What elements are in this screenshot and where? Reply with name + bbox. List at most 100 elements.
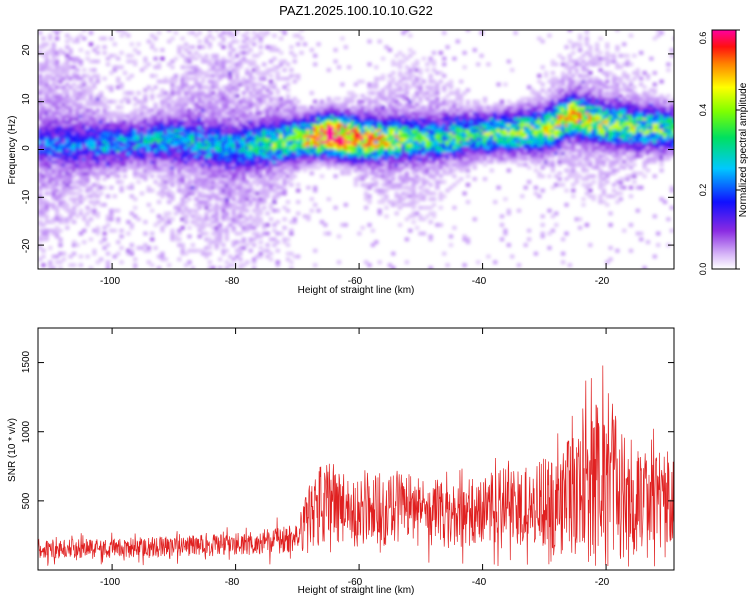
heatmap-cell [126, 231, 131, 236]
heatmap-cell [425, 157, 430, 161]
heatmap-cell [180, 85, 185, 90]
heatmap-cell [109, 228, 114, 233]
heatmap-cell [343, 131, 348, 135]
heatmap-cell [150, 45, 155, 49]
heatmap-cell [61, 168, 66, 173]
heatmap-cell [252, 122, 257, 127]
heatmap-cell [398, 165, 403, 170]
heatmap-cell [279, 185, 284, 190]
heatmap-cell [109, 208, 114, 213]
heatmap-cell [116, 180, 121, 184]
heatmap-cell [218, 154, 223, 158]
heatmap-cell [109, 114, 114, 118]
heatmap-cell [214, 197, 219, 201]
heatmap-cell [241, 240, 246, 244]
heatmap-cell [99, 168, 104, 173]
heatmap-cell [173, 85, 178, 90]
heatmap-cell [235, 254, 240, 259]
heatmap-cell [160, 217, 165, 222]
heatmap-cell [194, 131, 199, 135]
heatmap-cell [445, 102, 450, 107]
heatmap-cell [75, 131, 80, 135]
heatmap-cell [214, 102, 219, 107]
heatmap-cell [41, 231, 46, 236]
heatmap-cell [231, 39, 236, 44]
heatmap-cell [296, 33, 301, 38]
heatmap-cell [391, 142, 396, 147]
heatmap-cell [163, 220, 168, 224]
heatmap-cell [289, 177, 294, 181]
heatmap-cell [88, 79, 94, 84]
heatmap-cell [391, 165, 396, 170]
heatmap-cell [221, 137, 226, 141]
heatmap-cell [421, 154, 426, 158]
heatmap-cell [38, 160, 43, 164]
heatmap-cell [153, 160, 158, 164]
heatmap-cell [296, 134, 301, 138]
heatmap-cell [58, 260, 63, 265]
heatmap-cell [85, 162, 90, 167]
heatmap-cell [65, 128, 70, 133]
heatmap-cell [374, 79, 379, 84]
heatmap-cell [214, 160, 219, 164]
heatmap-cell [38, 185, 43, 190]
heatmap-cell [122, 145, 128, 150]
heatmap-cell [44, 237, 49, 242]
heatmap-cell [231, 177, 236, 181]
heatmap-cell [136, 114, 141, 118]
heatmap-cell [357, 139, 362, 144]
heatmap-cell [72, 128, 77, 133]
heatmap-cell [381, 131, 386, 135]
heatmap-cell [275, 208, 280, 213]
heatmap-cell [374, 240, 379, 244]
heatmap-cell [218, 33, 223, 38]
heatmap-cell [61, 160, 66, 164]
heatmap-cell [88, 111, 94, 115]
heatmap-cell [143, 105, 148, 110]
heatmap-cell [173, 139, 178, 144]
heatmap-cell [258, 197, 263, 201]
heatmap-cell [85, 180, 90, 184]
heatmap-cell [82, 162, 87, 167]
heatmap-cell [381, 74, 386, 78]
heatmap-cell [418, 197, 423, 201]
heatmap-cell [55, 65, 60, 70]
heatmap-cell [418, 151, 423, 156]
heatmap-cell [364, 171, 369, 176]
heatmap-cell [231, 157, 236, 161]
heatmap-cell [82, 137, 87, 141]
heatmap-cell [384, 45, 389, 49]
heatmap-cell [357, 114, 362, 118]
heatmap-cell [448, 108, 454, 113]
heatmap-cell [197, 131, 202, 135]
heatmap-cell [387, 148, 392, 153]
heatmap-cell [421, 157, 426, 161]
heatmap-cell [218, 151, 223, 156]
heatmap-cell [418, 194, 423, 199]
heatmap-cell [187, 208, 192, 213]
heatmap-cell [387, 139, 392, 144]
heatmap-cell [299, 36, 304, 41]
heatmap-cell [360, 134, 365, 138]
heatmap-cell [150, 125, 155, 130]
heatmap-cell [343, 139, 348, 144]
heatmap-cell [381, 168, 386, 173]
heatmap-cell [88, 42, 94, 47]
heatmap-cell [275, 160, 280, 164]
heatmap-cell [170, 234, 175, 239]
heatmap-cell [187, 56, 192, 61]
heatmap-cell [384, 85, 389, 90]
heatmap-cell [92, 145, 97, 150]
heatmap-cell [245, 105, 250, 110]
heatmap-cell [44, 117, 49, 121]
heatmap-cell [170, 237, 175, 242]
heatmap-cell [258, 254, 263, 259]
heatmap-cell [235, 160, 240, 164]
heatmap-cell [177, 91, 182, 95]
heatmap-cell [170, 174, 175, 179]
heatmap-cell [438, 162, 443, 167]
heatmap-cell [421, 145, 426, 150]
heatmap-cell [319, 151, 325, 156]
heatmap-cell [146, 160, 151, 164]
heatmap-cell [235, 174, 240, 179]
